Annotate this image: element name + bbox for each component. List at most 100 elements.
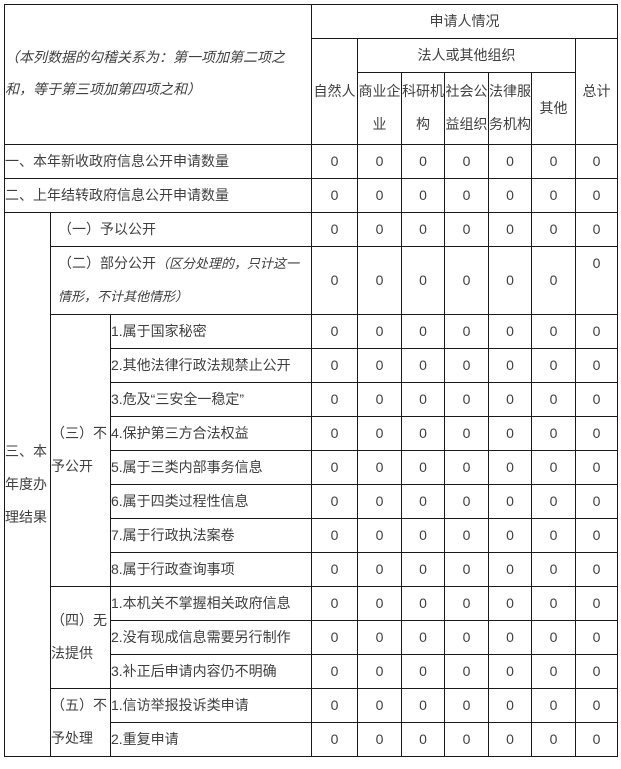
- value-cell: 0: [357, 211, 402, 247]
- col-header-applicant-group: 申请人情况: [310, 4, 619, 39]
- value-cell: 0: [357, 653, 402, 689]
- value-cell: 0: [401, 517, 445, 553]
- value-cell: 0: [488, 347, 532, 383]
- value-cell: 0: [311, 483, 358, 519]
- value-cell: 0: [311, 653, 358, 689]
- value-cell: 0: [311, 721, 358, 757]
- value-cell: 0: [531, 313, 576, 349]
- value-cell: 0: [488, 585, 532, 621]
- value-cell: 0: [531, 517, 576, 553]
- value-cell: 0: [401, 211, 445, 247]
- section-label-annual-results: 三、本年度办理结果: [4, 211, 51, 757]
- value-cell: 0: [311, 619, 358, 655]
- value-cell: 0: [401, 381, 445, 417]
- value-cell: 0: [401, 245, 445, 315]
- header-row-applicant: （本列数据的勾稽关系为：第一项加第二项之和，等于第三项加第四项之和） 申请人情况: [4, 4, 619, 145]
- value-cell: 0: [311, 245, 358, 315]
- value-cell: 0: [357, 483, 402, 519]
- value-cell: 0: [531, 415, 576, 451]
- value-cell: 0: [311, 415, 358, 451]
- value-cell: 0: [444, 313, 489, 349]
- value-cell: 0: [488, 517, 532, 553]
- value-cell: 0: [401, 551, 445, 587]
- partial-disclosure-note: （区分处理的，只计这一情形，不计其他情形）: [58, 256, 300, 306]
- item-label-enforcement-files: 7.属于行政执法案卷: [110, 517, 312, 553]
- value-cell: 0: [357, 143, 402, 179]
- value-cell: 0: [531, 687, 576, 723]
- disclosure-report-table: （本列数据的勾稽关系为：第一项加第二项之和，等于第三项加第四项之和） 申请人情况…: [4, 4, 619, 757]
- value-cell: 0: [357, 347, 402, 383]
- col-header-natural-person: 自然人: [311, 37, 358, 145]
- value-cell: 0: [488, 721, 532, 757]
- value-cell: 0: [357, 619, 402, 655]
- value-cell: 0: [574, 347, 619, 383]
- value-cell: 0: [311, 313, 358, 349]
- value-cell: 0: [444, 517, 489, 553]
- value-cell: 0: [401, 653, 445, 689]
- row-label-new-requests: 一、本年新收政府信息公开申请数量: [4, 143, 312, 179]
- item-label-process-information: 6.属于四类过程性信息: [110, 483, 312, 519]
- value-cell: 0: [401, 585, 445, 621]
- value-cell: 0: [531, 381, 576, 417]
- item-label-state-secret: 1.属于国家秘密: [110, 313, 312, 349]
- value-cell: 0: [311, 585, 358, 621]
- value-cell: 0: [531, 143, 576, 179]
- value-cell: 0: [444, 381, 489, 417]
- value-cell: 0: [488, 619, 532, 655]
- value-cell: 0: [488, 483, 532, 519]
- value-cell: 0: [444, 449, 489, 485]
- value-cell: 0: [357, 177, 402, 213]
- value-cell: 0: [401, 619, 445, 655]
- value-cell: 0: [357, 381, 402, 417]
- value-cell: 0: [311, 551, 358, 587]
- value-cell: 0: [401, 177, 445, 213]
- item-label-internal-affairs: 5.属于三类内部事务信息: [110, 449, 312, 485]
- value-cell: 0: [357, 721, 402, 757]
- value-cell: 0: [401, 143, 445, 179]
- value-cell: 0: [444, 143, 489, 179]
- value-cell: 0: [574, 619, 619, 655]
- value-cell: 0: [401, 313, 445, 349]
- value-cell: 0: [574, 653, 619, 689]
- value-cell: 0: [488, 449, 532, 485]
- value-cell: 0: [531, 653, 576, 689]
- value-cell: 0: [311, 517, 358, 553]
- value-cell: 0: [531, 177, 576, 213]
- corner-note: （本列数据的勾稽关系为：第一项加第二项之和，等于第三项加第四项之和）: [4, 4, 312, 145]
- value-cell: 0: [311, 211, 358, 247]
- row-label-granted-disclosure: （一）予以公开: [50, 211, 312, 247]
- col-header-legal-group: 法人或其他组织: [357, 37, 576, 73]
- value-cell: 0: [574, 143, 619, 179]
- value-cell: 0: [401, 687, 445, 723]
- value-cell: 0: [488, 415, 532, 451]
- value-cell: 0: [401, 347, 445, 383]
- value-cell: 0: [444, 653, 489, 689]
- value-cell: 0: [574, 177, 619, 213]
- value-cell: 0: [357, 687, 402, 723]
- col-header-research-institution: 科研机构: [401, 71, 445, 145]
- item-label-petition-complaint: 1.信访举报投诉类申请: [110, 687, 312, 723]
- value-cell: 0: [311, 143, 358, 179]
- value-cell: 0: [488, 211, 532, 247]
- value-cell: 0: [444, 245, 489, 315]
- col-header-commercial-enterprise: 商业企业: [357, 71, 402, 145]
- header-row-subcols: 商业企业 科研机构 社会公益组织 法律服务机构 其他: [5, 71, 618, 145]
- value-cell: 0: [444, 211, 489, 247]
- value-cell: 0: [357, 245, 402, 315]
- value-cell: 0: [488, 381, 532, 417]
- col-header-legal-service-org: 法律服务机构: [488, 71, 532, 145]
- value-cell: 0: [531, 347, 576, 383]
- row-label-partial-disclosure: （二）部分公开（区分处理的，只计这一情形，不计其他情形）: [50, 245, 312, 315]
- value-cell: 0: [357, 449, 402, 485]
- item-label-third-party-rights: 4.保护第三方合法权益: [110, 415, 312, 451]
- value-cell: 0: [401, 483, 445, 519]
